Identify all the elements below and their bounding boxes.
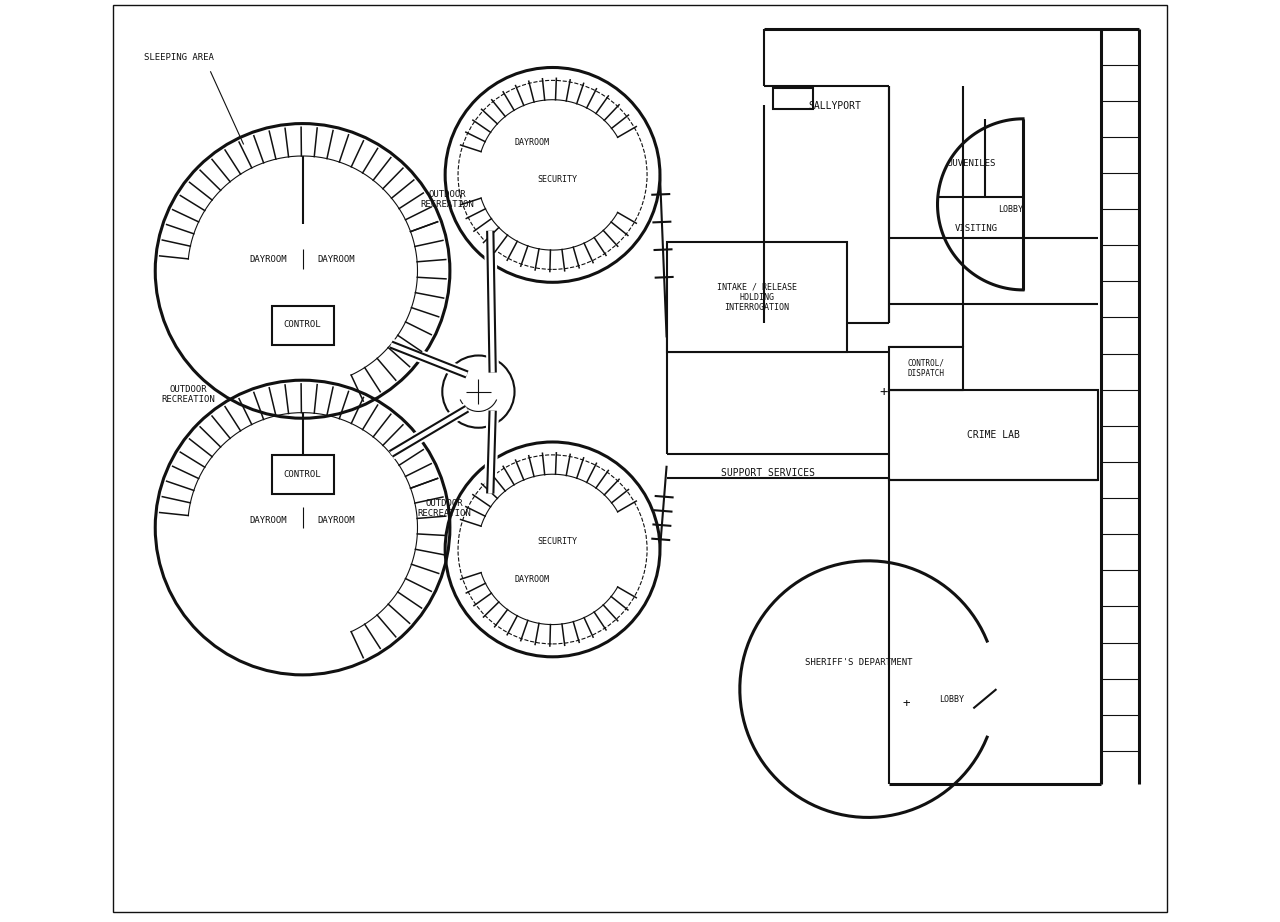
Text: CRIME LAB: CRIME LAB	[968, 430, 1020, 440]
Text: SECURITY: SECURITY	[538, 538, 577, 547]
Text: OUTDOOR
RECREATION: OUTDOOR RECREATION	[161, 384, 215, 404]
Text: JUVENILES: JUVENILES	[947, 159, 996, 168]
Text: LOBBY: LOBBY	[940, 695, 964, 703]
Bar	[271, 455, 334, 493]
Bar	[773, 89, 813, 110]
Text: OUTDOOR
RECREATION: OUTDOOR RECREATION	[420, 190, 474, 209]
Text: SECURITY: SECURITY	[538, 175, 577, 184]
Text: DAYROOM: DAYROOM	[250, 515, 287, 525]
Text: CONTROL/
DISPATCH: CONTROL/ DISPATCH	[908, 359, 945, 378]
Text: OUTDOOR
RECREATION: OUTDOOR RECREATION	[417, 499, 471, 518]
Bar	[271, 306, 334, 345]
Text: +: +	[879, 384, 887, 398]
Text: +: +	[902, 697, 910, 710]
Text: CONTROL: CONTROL	[284, 320, 321, 329]
Text: SHERIFF'S DEPARTMENT: SHERIFF'S DEPARTMENT	[805, 658, 913, 667]
Text: SLEEPING AREA: SLEEPING AREA	[143, 53, 214, 62]
Text: SALLYPORT: SALLYPORT	[809, 101, 861, 112]
Text: SUPPORT SERVICES: SUPPORT SERVICES	[722, 468, 815, 479]
Text: VISITING: VISITING	[955, 224, 997, 233]
Text: LOBBY: LOBBY	[997, 205, 1023, 214]
Text: DAYROOM: DAYROOM	[515, 575, 549, 584]
Bar	[667, 242, 847, 351]
Text: DAYROOM: DAYROOM	[317, 254, 355, 264]
Text: CONTROL: CONTROL	[284, 470, 321, 479]
Bar	[890, 390, 1098, 480]
Text: DAYROOM: DAYROOM	[250, 254, 287, 264]
Text: DAYROOM: DAYROOM	[317, 515, 355, 525]
Bar	[890, 347, 963, 390]
Text: DAYROOM: DAYROOM	[515, 138, 549, 148]
Text: INTAKE / RELEASE
HOLDING
INTERROGATION: INTAKE / RELEASE HOLDING INTERROGATION	[717, 282, 797, 312]
